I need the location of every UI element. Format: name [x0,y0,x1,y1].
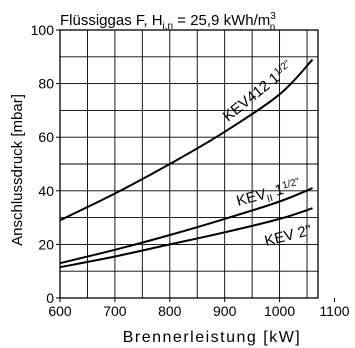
chart-title-main: Flüssiggas F, H [60,12,163,29]
series-lines [59,58,314,269]
series-label-kev-ii: KEVII 11/2" [235,176,304,212]
y-tick-label: 40 [38,183,54,199]
series-line-1 [59,187,313,265]
x-tick-label: 700 [103,303,127,319]
y-tick-label: 100 [31,22,55,38]
series-line-2 [59,207,313,269]
chart-title-value: = 25,9 kWh/m [173,12,270,29]
chart-title-sub: i,n [163,21,174,32]
y-tick-label: 60 [38,129,54,145]
y-tick-label: 20 [38,236,54,252]
y-ticks: 0 20 40 60 80 100 [31,22,60,306]
x-tick-label: 1100 [319,303,349,319]
y-tick-label: 80 [38,76,54,92]
series-line-0 [59,58,314,222]
chart-title: Flüssiggas F, Hi,n = 25,9 kWh/m3 n [60,11,276,33]
x-tick-label: 600 [48,303,72,319]
x-axis-label: Brennerleistung [kW] [123,329,302,346]
chart-title-sup: 3 [270,11,276,22]
y-axis-label: Anschlussdruck [mbar] [9,94,26,246]
series-label-kev-2: KEV 2" [263,222,314,250]
y-tick-label: 0 [46,290,54,306]
plot-frame [59,29,319,299]
grid [60,30,318,298]
x-ticks: 600 700 800 900 1000 1100 [48,298,350,319]
chart-title-sub2: n [270,22,276,33]
x-tick-label: 900 [213,303,237,319]
x-tick-label: 800 [158,303,182,319]
x-tick-label: 1000 [264,303,295,319]
series-label-kev412: KEV412 11/2" [220,58,297,125]
